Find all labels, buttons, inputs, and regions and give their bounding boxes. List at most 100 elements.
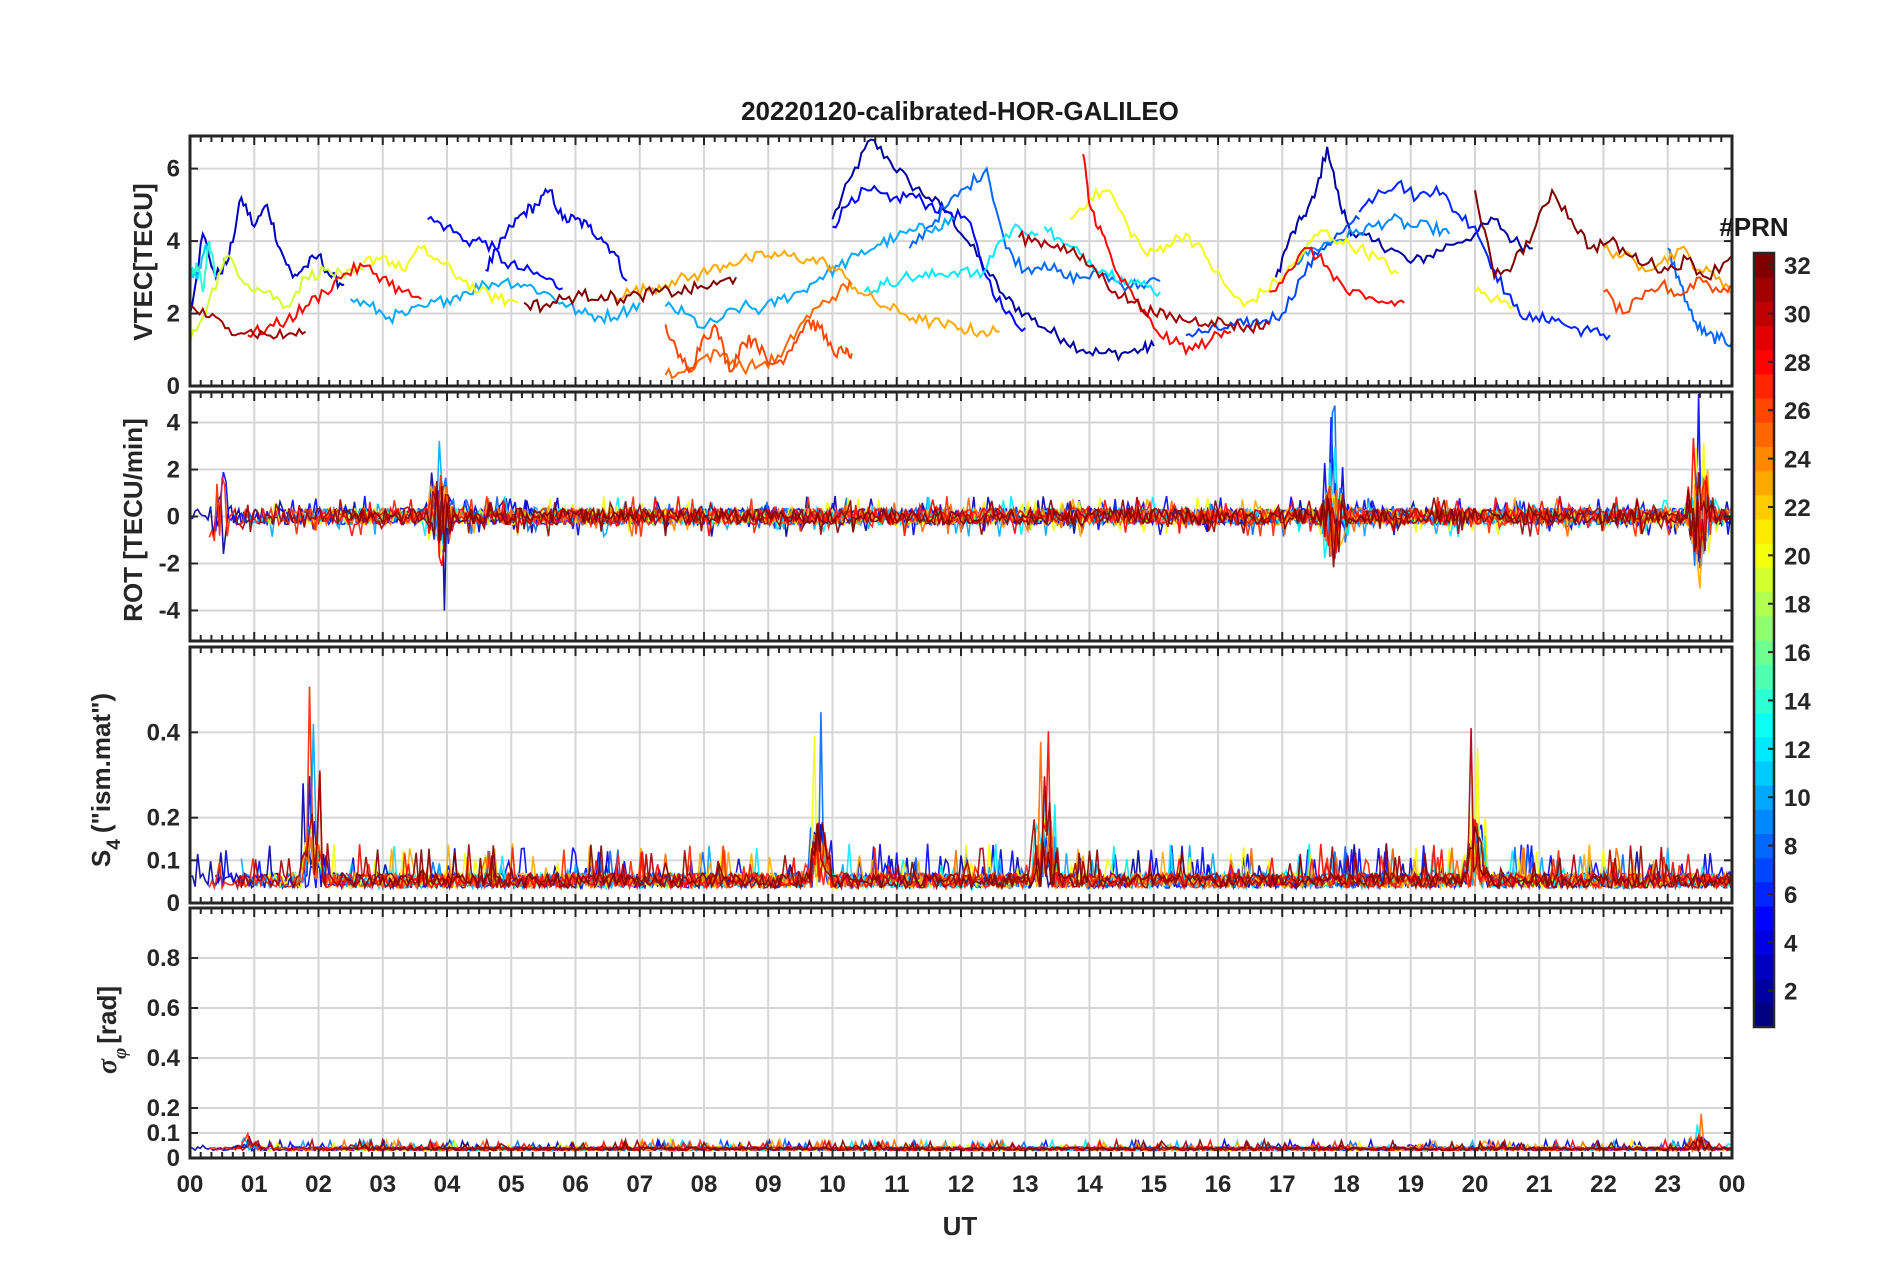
x-tick-label: 12 — [948, 1171, 975, 1198]
colorbar-tick-label: 32 — [1784, 253, 1811, 280]
colorbar-tick-label: 26 — [1784, 398, 1811, 425]
colorbar-band — [1754, 301, 1774, 327]
vtec-series-prn-10 — [349, 277, 641, 326]
vtec-series-prn-5 — [427, 215, 563, 291]
sigma_phi-series-prn-31 — [234, 1137, 1732, 1153]
colorbar-band — [1754, 954, 1774, 980]
s4-label-main: S — [86, 850, 116, 867]
vtec-series-prn-26 — [1602, 276, 1732, 315]
colorbar-tick-label: 18 — [1784, 592, 1811, 619]
vtec-series-prn-23 — [613, 249, 1000, 338]
y-tick-label: 0 — [167, 890, 180, 917]
colorbar-band — [1754, 422, 1774, 447]
panel-sigma-phi-ylabel: σφ [rad] — [92, 986, 131, 1074]
colorbar-tick-label: 16 — [1784, 640, 1811, 667]
panel-vtec: 0 2 4 6 VTEC[TECU] — [128, 134, 1734, 400]
y-tick-label: 6 — [167, 156, 180, 183]
vtec-series-prn-28 — [247, 260, 422, 339]
x-tick-label: 10 — [819, 1171, 846, 1198]
colorbar-band — [1754, 373, 1774, 399]
x-tick-label: 05 — [498, 1171, 525, 1198]
vtec-series-prn-2 — [1274, 146, 1533, 278]
rot-series-prn-10 — [240, 440, 1732, 555]
colorbar-tick-label: 2 — [1784, 979, 1797, 1006]
colorbar-tick-label: 4 — [1784, 930, 1798, 957]
y-tick-label: 0.6 — [147, 995, 180, 1022]
s4-label-rest: ("ism.mat") — [86, 693, 116, 833]
vtec-series-prn-26 — [664, 319, 853, 374]
colorbar-band — [1754, 591, 1774, 617]
sigma-label-rest: [rad] — [92, 986, 122, 1044]
panel-s4: 0 0.1 0.2 0.4 S4 ("ism.mat") — [86, 645, 1734, 917]
panel-sigma-phi-frame — [188, 906, 1734, 1160]
panel-vtec-frame — [188, 134, 1734, 388]
panel-rot-frame — [188, 390, 1734, 643]
colorbar-tick-label: 14 — [1784, 688, 1811, 715]
vtec-series-prn-32 — [1474, 187, 1732, 281]
vtec-series-prn-4 — [485, 187, 628, 282]
panel-vtec-ylabel: VTEC[TECU] — [128, 183, 158, 340]
y-tick-label: 0 — [167, 504, 180, 531]
vtec-series-prn-28 — [1269, 246, 1405, 308]
s4-series-prn-10 — [240, 723, 1732, 891]
vtec-series-prn-12 — [863, 223, 1039, 296]
vtec-series-prn-20 — [1474, 286, 1515, 310]
colorbar-band — [1754, 470, 1774, 496]
vtec-series-prn-10 — [664, 216, 956, 330]
colorbar-band — [1754, 809, 1774, 834]
s4-series-prn-31 — [234, 728, 1732, 891]
colorbar-band — [1754, 640, 1774, 665]
y-tick-label: 0.2 — [147, 805, 180, 832]
s4-series-prn-32 — [343, 822, 1732, 891]
y-tick-label: 2 — [167, 301, 180, 328]
chart-title: 20220120-calibrated-HOR-GALILEO — [741, 96, 1179, 126]
panel-s4-ylabel: S4 ("ism.mat") — [86, 693, 125, 867]
colorbar-band — [1754, 349, 1774, 375]
colorbar-band — [1754, 519, 1774, 544]
vtec-series-prn-11 — [190, 240, 211, 281]
x-tick-label: 15 — [1140, 1171, 1167, 1198]
colorbar-band — [1754, 785, 1774, 810]
colorbar-band — [1754, 978, 1774, 1004]
panel-s4-frame — [188, 645, 1734, 905]
x-tick-label: 21 — [1526, 1171, 1553, 1198]
x-tick-label: 11 — [884, 1171, 909, 1198]
colorbar-band — [1754, 446, 1774, 472]
vtec-series-prn-8 — [1667, 247, 1732, 348]
x-tick-label: 03 — [369, 1171, 396, 1198]
rot-series-prn-32 — [343, 472, 1732, 568]
colorbar-band — [1754, 543, 1774, 568]
colorbar-band — [1754, 833, 1774, 859]
x-tick-label: 22 — [1590, 1171, 1617, 1198]
colorbar-tick-label: 30 — [1784, 301, 1811, 328]
y-tick-label: -4 — [159, 597, 181, 624]
x-tick-label: 19 — [1397, 1171, 1424, 1198]
colorbar-tick-label: 10 — [1784, 785, 1811, 812]
colorbar-tick-label: 6 — [1784, 882, 1797, 909]
colorbar-band — [1754, 1002, 1774, 1028]
colorbar-tick-label: 20 — [1784, 543, 1811, 570]
vtec-series-prn-20 — [1069, 186, 1399, 309]
vtec-series-prn-9 — [1294, 212, 1451, 266]
vtec-series-prn-25 — [664, 279, 853, 380]
y-tick-label: 4 — [167, 410, 181, 437]
panel-rot: -4 -2 0 2 4 ROT [TECU/min] — [118, 390, 1734, 643]
y-tick-label: 2 — [167, 457, 180, 484]
rot-series-prn-8 — [324, 405, 1732, 569]
x-tick-label: 13 — [1012, 1171, 1039, 1198]
x-tick-label: 01 — [241, 1171, 268, 1198]
x-axis-label: UT — [943, 1211, 978, 1241]
x-tick-label: 00 — [177, 1171, 204, 1198]
vtec-series-prn-6 — [1358, 179, 1611, 341]
colorbar-band — [1754, 398, 1774, 423]
vtec-series-prn-31 — [1017, 229, 1271, 335]
y-tick-label: 0.4 — [147, 1045, 181, 1072]
vtec-series-prn-14 — [190, 240, 217, 293]
x-tick-label: 17 — [1269, 1171, 1296, 1198]
x-tick-label: 20 — [1462, 1171, 1489, 1198]
sigma-label-main: σ — [92, 1058, 123, 1074]
colorbar-band — [1754, 277, 1774, 302]
colorbar-band — [1754, 688, 1774, 714]
colorbar-band — [1754, 930, 1774, 955]
